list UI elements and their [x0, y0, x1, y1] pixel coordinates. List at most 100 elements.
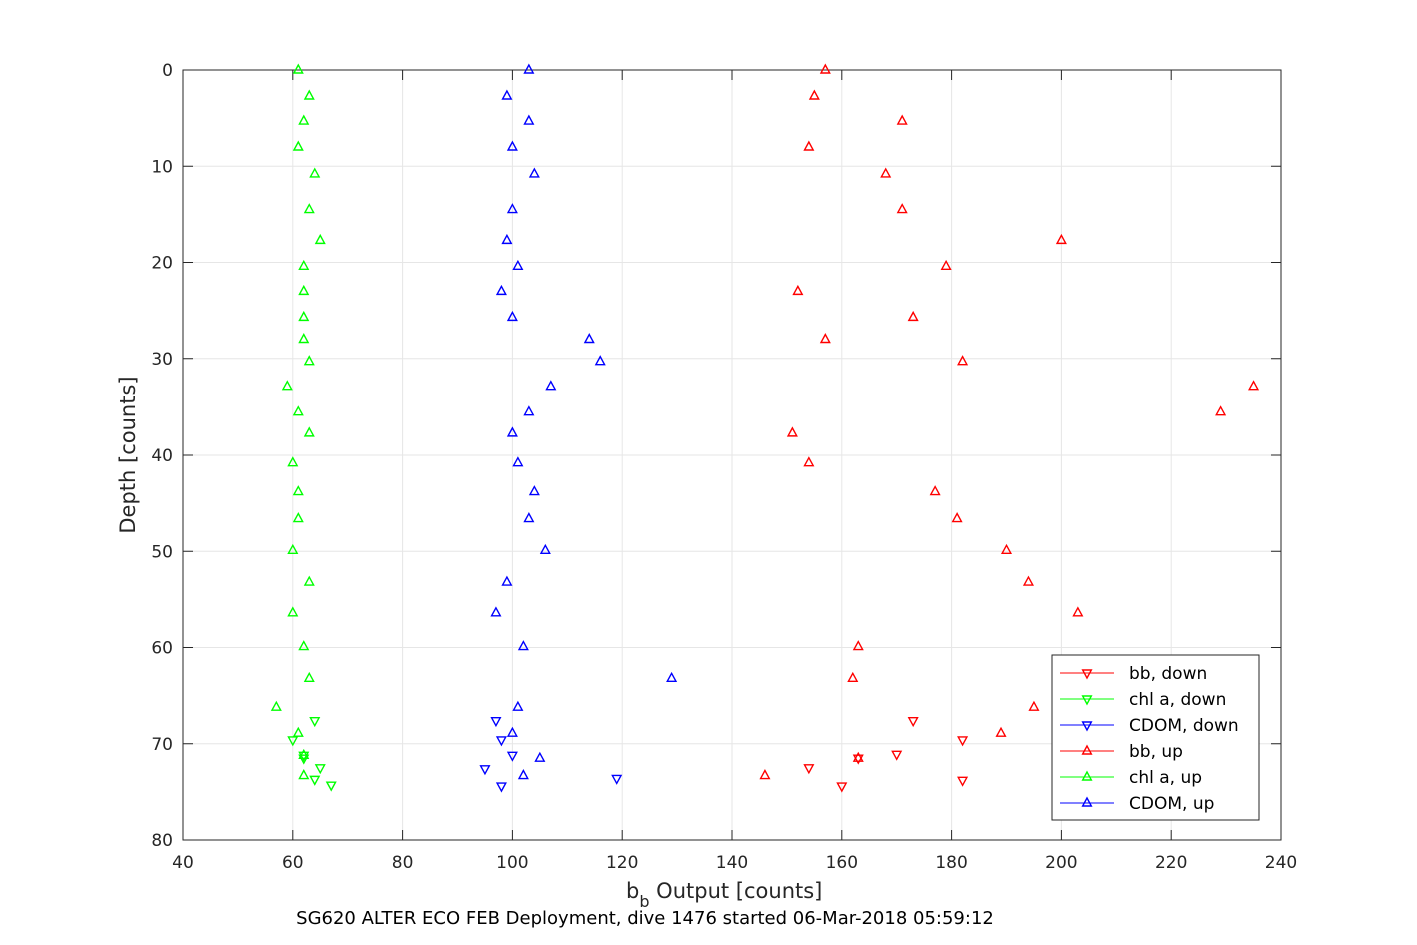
axis-ticks: 40 60 80 100 120 140 160 180 200 220 240 0 10 20 30 40 5…: [151, 61, 1297, 873]
data-point: [523, 512, 535, 523]
data-point: [891, 750, 903, 761]
legend-marker: [1081, 721, 1093, 732]
data-point: [545, 380, 557, 391]
y-tick-label: 10: [151, 157, 173, 177]
legend-marker: [1081, 669, 1093, 680]
y-tick-label: 20: [151, 254, 173, 274]
data-point: [309, 167, 321, 178]
data-point: [495, 782, 507, 793]
data-point: [506, 751, 518, 762]
data-point: [298, 754, 310, 765]
x-tick-label: 60: [282, 853, 304, 873]
legend-marker: [1081, 695, 1093, 706]
y-tick-label: 30: [151, 350, 173, 370]
data-point: [298, 751, 310, 762]
data-point: [506, 726, 518, 737]
y-tick-label: 0: [162, 61, 173, 81]
data-point: [309, 775, 321, 786]
data-point: [951, 512, 963, 523]
data-point: [534, 751, 546, 762]
data-point: [298, 310, 310, 322]
data-point: [314, 764, 326, 775]
data-point: [495, 284, 507, 296]
data-point: [292, 485, 304, 496]
x-axis-label-rest: Output [counts]: [650, 879, 823, 903]
legend-label: chl a, down: [1129, 690, 1226, 710]
data-point: [759, 769, 771, 780]
data-point: [539, 543, 551, 554]
x-tick-label: 120: [606, 853, 638, 873]
data-point: [512, 700, 524, 711]
data-point: [298, 284, 310, 296]
data-point: [847, 671, 859, 682]
data-point: [270, 700, 282, 711]
data-point: [506, 426, 518, 437]
data-marks: [270, 63, 1260, 793]
legend-label: CDOM, down: [1129, 716, 1239, 736]
data-point: [1022, 575, 1034, 586]
data-point: [1215, 405, 1227, 416]
data-point: [1248, 380, 1260, 391]
data-point: [808, 89, 820, 100]
y-tick-label: 50: [151, 542, 173, 562]
data-point: [298, 259, 310, 271]
data-point: [803, 140, 815, 151]
data-point: [940, 259, 952, 271]
data-point: [594, 355, 606, 366]
data-point: [287, 606, 299, 617]
data-point: [836, 782, 848, 793]
data-point: [287, 736, 299, 747]
x-tick-label: 40: [172, 853, 194, 873]
data-point: [298, 114, 310, 125]
data-point: [292, 63, 304, 74]
series-4: [270, 63, 326, 780]
legend-marker: [1081, 770, 1093, 781]
data-point: [583, 333, 595, 344]
legend-marker: [1081, 744, 1093, 755]
data-point: [523, 405, 535, 416]
legend-label: bb, up: [1129, 742, 1183, 762]
data-point: [512, 456, 524, 467]
data-point: [281, 380, 293, 391]
data-point: [303, 203, 315, 214]
data-point: [1072, 606, 1084, 617]
x-tick-label: 200: [1045, 853, 1077, 873]
y-tick-label: 80: [151, 831, 173, 851]
y-tick-label: 40: [151, 446, 173, 466]
y-tick-label: 60: [151, 639, 173, 659]
data-point: [501, 89, 513, 100]
data-point: [803, 764, 815, 775]
data-point: [803, 456, 815, 467]
data-point: [819, 63, 831, 74]
data-point: [495, 736, 507, 747]
data-point: [995, 726, 1007, 737]
data-point: [512, 259, 524, 271]
data-point: [1055, 233, 1067, 245]
series-5: [490, 63, 678, 780]
y-tick-label: 70: [151, 735, 173, 755]
data-point: [880, 167, 892, 178]
data-point: [896, 114, 908, 125]
data-point: [303, 355, 315, 366]
series-0: [803, 716, 969, 793]
x-tick-label: 220: [1155, 853, 1187, 873]
data-point: [298, 748, 310, 759]
data-point: [501, 233, 513, 245]
data-point: [287, 456, 299, 467]
series-1: [287, 716, 337, 792]
data-point: [666, 671, 678, 682]
legend: bb, down chl a, down CDOM, down bb, up chl a…: [1051, 654, 1260, 821]
data-point: [298, 640, 310, 651]
x-axis-label-sub: b: [639, 892, 649, 911]
x-axis-label-main: b: [626, 879, 639, 903]
data-point: [528, 485, 540, 496]
y-axis-label: Depth [counts]: [116, 376, 140, 533]
data-point: [325, 781, 337, 792]
data-point: [303, 671, 315, 682]
data-point: [506, 310, 518, 322]
data-point: [852, 640, 864, 651]
data-point: [786, 426, 798, 437]
data-point: [292, 726, 304, 737]
series-2: [479, 716, 623, 793]
